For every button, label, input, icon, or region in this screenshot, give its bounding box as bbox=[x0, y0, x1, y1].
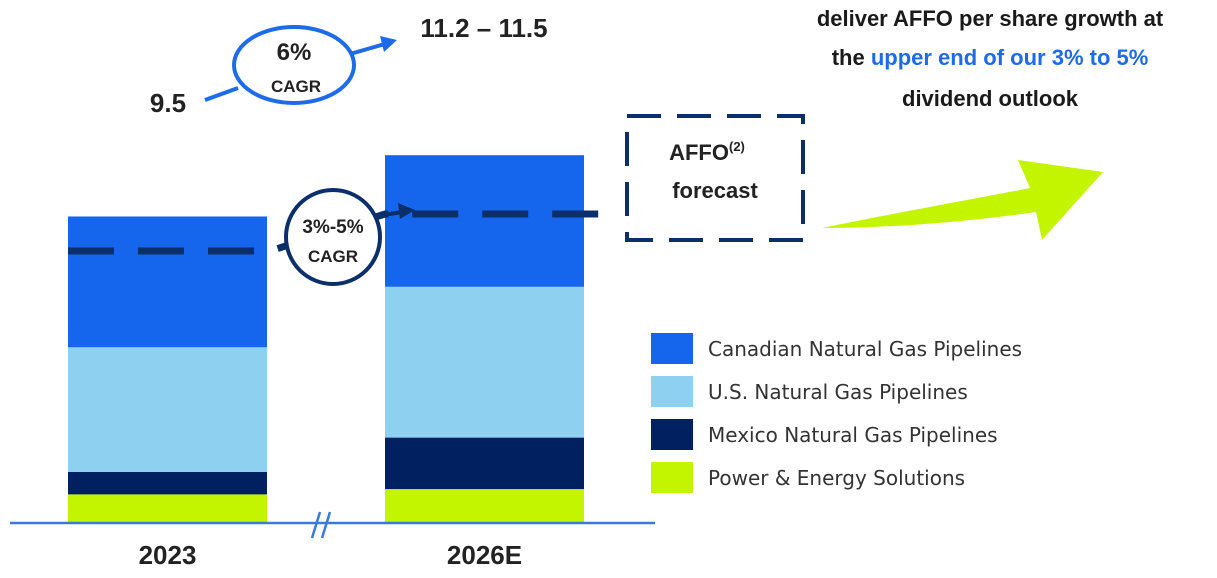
headline-line2: the upper end of our 3% to 5% bbox=[832, 45, 1149, 70]
total-cagr-value: 6% bbox=[277, 39, 312, 66]
legend-label-power-energy-solutions: Power & Energy Solutions bbox=[708, 466, 965, 490]
axis-break-icon bbox=[310, 511, 332, 539]
total-label-2023: 9.5 bbox=[150, 88, 186, 118]
headline-line1: deliver AFFO per share growth at bbox=[817, 6, 1164, 31]
affo-label-text: AFFO bbox=[669, 140, 729, 165]
bar-segment-2023-power-energy-solutions bbox=[68, 494, 267, 523]
bar-segment-2023-canadian-natural-gas-pipelines bbox=[68, 216, 267, 348]
affo-label: AFFO(2) bbox=[669, 139, 745, 165]
affo-dashed-line bbox=[68, 210, 612, 255]
total-cagr-annotation: 6% CAGR bbox=[204, 25, 397, 105]
affo-forecast-border bbox=[625, 114, 805, 242]
total-cagr-arrow-tail bbox=[204, 86, 239, 102]
total-label-2026e: 11.2 – 11.5 bbox=[420, 13, 547, 43]
legend-label-canadian-natural-gas-pipelines: Canadian Natural Gas Pipelines bbox=[708, 337, 1022, 361]
bars bbox=[68, 155, 584, 523]
headline: deliver AFFO per share growth at the upp… bbox=[817, 6, 1164, 111]
bar-segment-2026e-power-energy-solutions bbox=[385, 489, 584, 523]
legend: Canadian Natural Gas Pipelines U.S. Natur… bbox=[651, 333, 1022, 493]
affo-forecast-box: AFFO(2) forecast bbox=[625, 114, 805, 242]
dividend-cagr-arrowhead-icon bbox=[398, 203, 415, 219]
total-cagr-label: CAGR bbox=[271, 77, 321, 96]
bar-segment-2026e-u-s-natural-gas-pipelines bbox=[385, 286, 584, 438]
headline-highlight: upper end of our 3% to 5% bbox=[871, 45, 1148, 70]
category-labels: 2023 2026E bbox=[139, 540, 523, 570]
legend-swatch-canadian-natural-gas-pipelines bbox=[651, 333, 693, 364]
legend-swatch-power-energy-solutions bbox=[651, 462, 693, 493]
dividend-cagr-value: 3%-5% bbox=[302, 217, 363, 238]
category-label-2023: 2023 bbox=[139, 540, 197, 570]
affo-superscript: (2) bbox=[729, 139, 745, 154]
bar-segment-2026e-mexico-natural-gas-pipelines bbox=[385, 437, 584, 490]
headline-line2-prefix: the bbox=[832, 45, 871, 70]
headline-line3: dividend outlook bbox=[902, 86, 1079, 111]
dividend-cagr-arrow-shaft bbox=[377, 210, 403, 218]
dividend-cagr-circle bbox=[284, 188, 382, 286]
total-cagr-ellipse bbox=[232, 25, 356, 105]
category-label-2026e: 2026E bbox=[447, 540, 522, 570]
affo-forecast-word: forecast bbox=[672, 178, 758, 203]
legend-swatch-mexico-natural-gas-pipelines bbox=[651, 419, 693, 450]
bar-segment-2023-mexico-natural-gas-pipelines bbox=[68, 471, 267, 495]
total-labels: 9.5 11.2 – 11.5 bbox=[150, 13, 548, 118]
total-cagr-arrowhead-icon bbox=[380, 36, 397, 52]
legend-swatch-u-s-natural-gas-pipelines bbox=[651, 376, 693, 407]
dividend-cagr-label: CAGR bbox=[308, 247, 358, 266]
legend-label-u-s-natural-gas-pipelines: U.S. Natural Gas Pipelines bbox=[708, 380, 968, 404]
legend-label-mexico-natural-gas-pipelines: Mexico Natural Gas Pipelines bbox=[708, 423, 998, 447]
dividend-cagr-annotation: 3%-5% CAGR bbox=[284, 188, 415, 286]
bar-segment-2026e-canadian-natural-gas-pipelines bbox=[385, 155, 584, 287]
bar-segment-2023-u-s-natural-gas-pipelines bbox=[68, 347, 267, 472]
total-cagr-arrow-shaft bbox=[349, 42, 386, 56]
growth-arrow-icon bbox=[822, 160, 1103, 240]
